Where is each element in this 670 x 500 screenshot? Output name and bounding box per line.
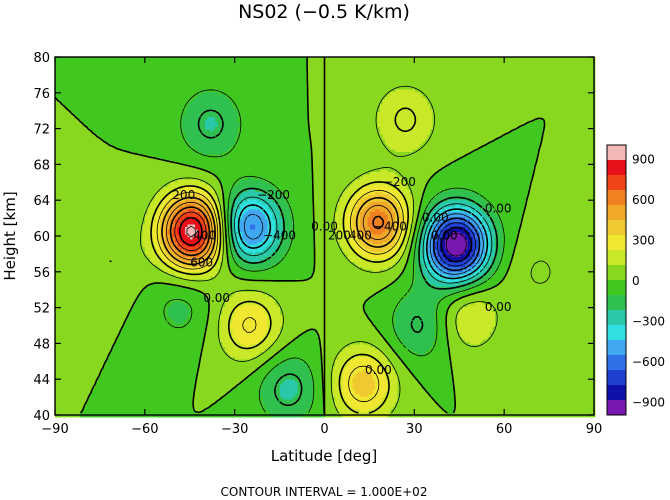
contour-line: [161, 196, 399, 266]
colorbar-swatch: [607, 265, 626, 281]
contour-label: 400: [193, 229, 216, 243]
x-axis-label: Latitude [deg]: [271, 447, 377, 465]
contour-label: 200: [172, 188, 195, 202]
colorbar-tick-label: 600: [632, 193, 655, 207]
x-tick-label: −90: [41, 422, 68, 437]
contour-label: −400: [263, 229, 296, 243]
x-tick-label: 60: [496, 422, 513, 437]
contour-label: 0.00: [422, 211, 449, 225]
colorbar-tick-label: 900: [632, 153, 655, 167]
contour-label: 200: [328, 229, 351, 243]
contour-line: [109, 85, 551, 414]
contour-label: −200: [257, 188, 290, 202]
colorbar-swatch: [607, 355, 626, 371]
colorbar-swatch: [607, 145, 626, 161]
y-tick-label: 68: [33, 158, 50, 173]
colorbar-swatch: [607, 175, 626, 191]
colorbar-swatch: [607, 385, 626, 401]
contour-label: 0.00: [203, 291, 230, 305]
x-tick-label: 30: [406, 422, 423, 437]
colorbar-swatch: [607, 220, 626, 236]
colorbar-tick-label: 0: [632, 274, 640, 288]
colorbar-swatch: [607, 280, 626, 296]
y-tick-label: 60: [33, 230, 50, 245]
contour-label: 0.00: [311, 220, 338, 234]
y-tick-label: 48: [33, 337, 50, 352]
x-tick-label: 0: [320, 422, 328, 437]
contour-line: [440, 226, 473, 263]
contour-line: [169, 206, 385, 257]
contour-label: −200: [383, 175, 416, 189]
colorbar-swatch: [607, 400, 626, 416]
contour-line: [445, 232, 467, 257]
colorbar-swatch: [607, 160, 626, 176]
colorbar-tick-label: −600: [632, 355, 665, 369]
colorbar-swatch: [607, 190, 626, 206]
y-tick-label: 80: [33, 51, 50, 66]
chart-title: NS02 (−0.5 K/km): [238, 1, 410, 23]
contour-lines: [54, 56, 551, 414]
plot-area: 2004006000.00−200−4000.00200400−200−4000…: [54, 56, 596, 418]
x-tick-label: −30: [221, 422, 248, 437]
x-axis: −90 −60 −30 0 30 60 90: [41, 57, 602, 437]
contour-line: [150, 107, 417, 414]
contour-line: [234, 196, 493, 284]
y-tick-label: 52: [33, 302, 50, 317]
colorbar-swatch: [607, 370, 626, 386]
contour-label: 0.00: [365, 363, 392, 377]
contour-line: [197, 109, 498, 407]
colorbar-tick-label: −300: [632, 315, 665, 329]
contour-line: [237, 204, 489, 280]
colorbar-swatch: [607, 205, 626, 221]
colorbar-swatch: [607, 325, 626, 341]
colorbar-swatch: [607, 340, 626, 356]
y-tick-label: 56: [33, 266, 50, 281]
contour-interval-note: CONTOUR INTERVAL = 1.000E+02: [221, 485, 428, 499]
contour-line: [54, 56, 546, 414]
contour-line: [243, 213, 484, 275]
x-tick-label: −60: [131, 422, 158, 437]
contour-label: 0.00: [485, 202, 512, 216]
y-axis-label: Height [km]: [1, 191, 19, 280]
colorbar-frame: [606, 144, 627, 416]
contour-label: 600: [190, 255, 213, 269]
contour-line: [437, 222, 476, 267]
contour-line: [163, 89, 505, 414]
y-tick-label: 40: [33, 409, 50, 424]
y-tick-label: 64: [33, 194, 50, 209]
contour-line: [156, 189, 404, 403]
contour-label: 400: [349, 229, 372, 243]
contour-labels: 2004006000.00−200−4000.00200400−200−4000…: [172, 175, 511, 377]
contour-label: 0.00: [431, 229, 458, 243]
x-tick-label: 90: [586, 422, 603, 437]
contour-label: 0.00: [485, 300, 512, 314]
colorbar-swatch: [607, 295, 626, 311]
colorbar-tick-label: 300: [632, 234, 655, 248]
contour-line: [186, 225, 196, 238]
y-tick-label: 44: [33, 373, 50, 388]
contour-line: [178, 216, 203, 247]
y-tick-label: 76: [33, 87, 50, 102]
y-tick-label: 72: [33, 123, 50, 138]
colorbar-tick-label: −900: [632, 396, 665, 410]
contour-line: [174, 211, 207, 252]
y-axis: 40 44 48 52 56 60 64 68 72 76 80: [33, 51, 594, 424]
contour-label: −400: [374, 220, 407, 234]
contour-line: [432, 217, 481, 272]
colorbar: 900 600 300 0 −300 −600 −900: [606, 144, 665, 416]
colorbar-swatch: [607, 235, 626, 251]
contour-line: [166, 201, 393, 261]
colorbar-swatch: [607, 310, 626, 326]
colorbar-swatch: [607, 250, 626, 266]
